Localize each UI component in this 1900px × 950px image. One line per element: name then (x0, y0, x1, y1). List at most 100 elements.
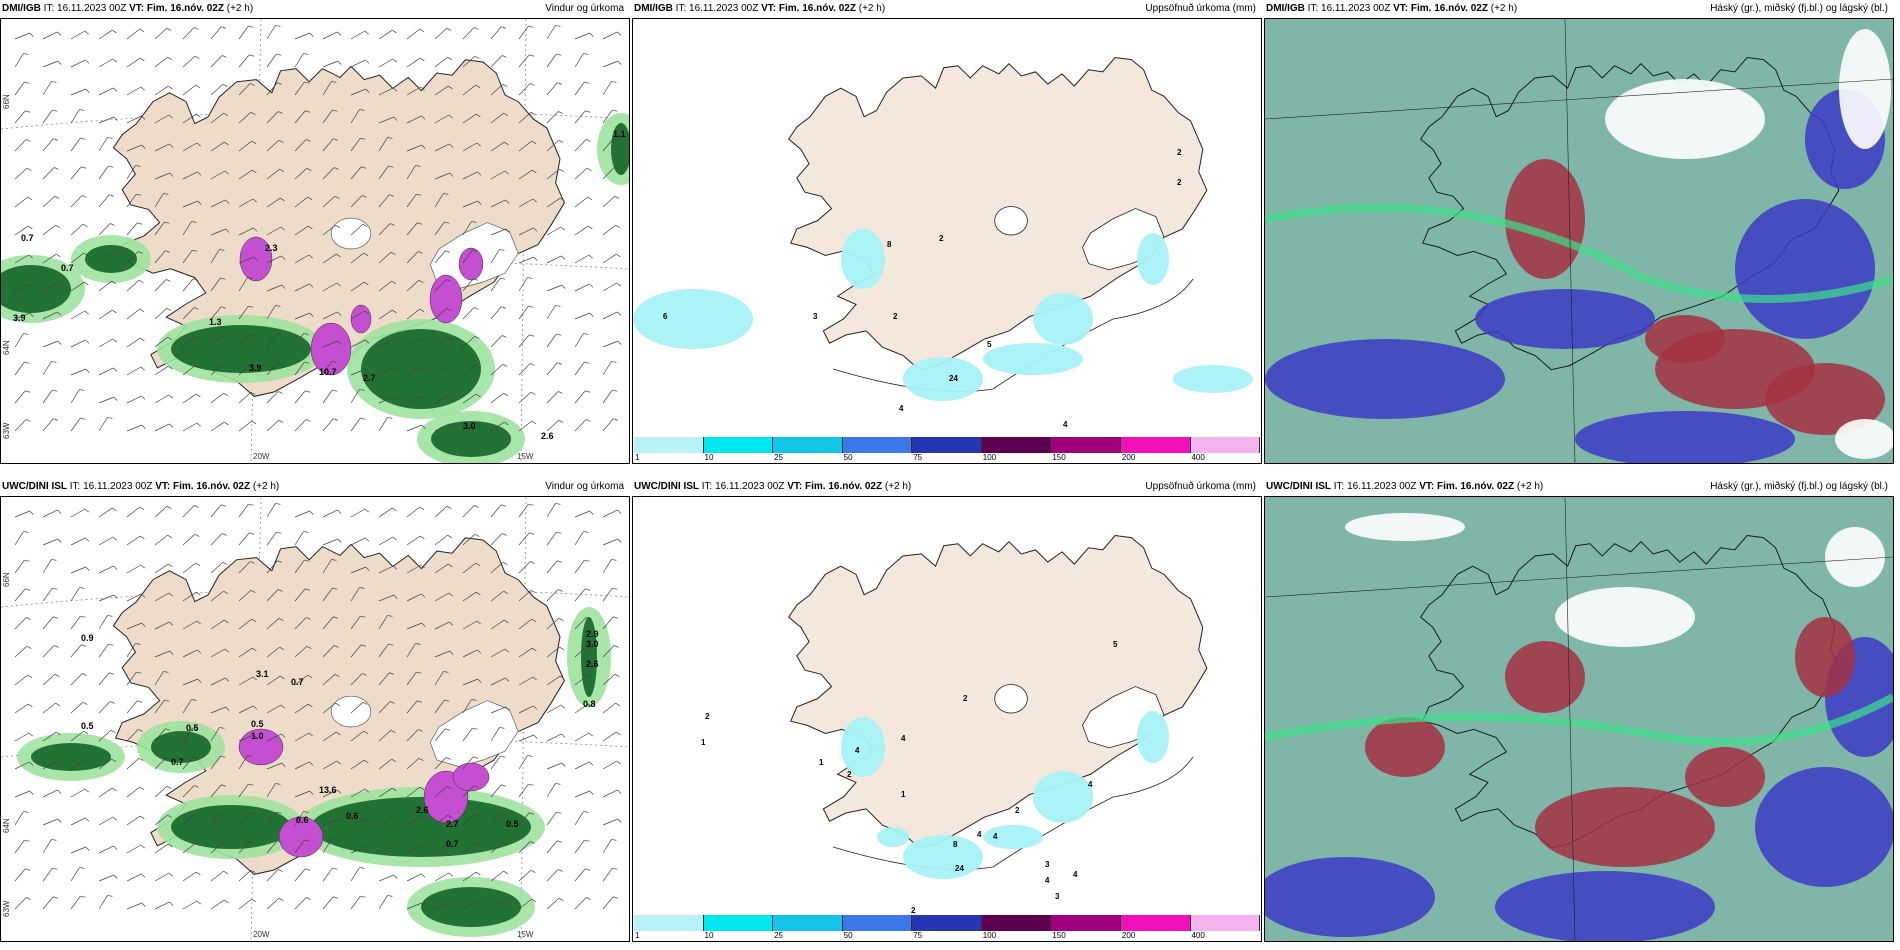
wind-barb (434, 308, 448, 320)
wind-barb (266, 53, 277, 68)
map-frame[interactable]: 6 3 2 8 2 2 2 5 24 4 4 1 10 25 50 75 100 150 200 400 (632, 18, 1262, 464)
wind-barb-flag (559, 168, 565, 173)
wind-barb-flag (28, 732, 33, 737)
wind-barb (546, 305, 556, 320)
wind-barb (462, 842, 476, 854)
wind-barb (154, 172, 170, 180)
wind-barb (126, 700, 138, 714)
wind-barb (518, 841, 531, 854)
wind-barb-flag (613, 138, 619, 141)
wind-barb (350, 252, 364, 264)
wind-barb (434, 728, 446, 742)
wind-barb-flag (107, 615, 113, 617)
wind-barb-flag (169, 901, 174, 906)
map-frame[interactable] (1264, 496, 1894, 942)
wind-barb (42, 896, 54, 910)
wind-barb (574, 531, 584, 546)
lon-label: 20W (253, 930, 270, 939)
wind-barb-flag (336, 282, 341, 287)
wind-barb (238, 870, 252, 882)
wind-barb (490, 533, 503, 546)
wind-barb-flag (420, 844, 425, 849)
wind-barb-flag (530, 589, 536, 593)
wind-barb-flag (83, 730, 89, 735)
wind-barb-flag (280, 704, 285, 709)
wind-barb-flag (249, 363, 255, 366)
wind-barb-flag (505, 228, 510, 233)
wind-barb (434, 757, 447, 770)
wind-barb-flag (477, 200, 482, 205)
map-frame[interactable] (1264, 18, 1894, 464)
map-frame[interactable]: 0.7 0.7 3.9 1.3 3.9 2.7 10.7 3.0 2.6 1.1 2.3 66N 64N… (0, 18, 630, 464)
wind-barb-flag (80, 895, 86, 898)
wind-barb-flag (276, 333, 282, 336)
wind-barb (238, 783, 249, 798)
wind-barb-flag (446, 307, 452, 311)
wind-barb (518, 561, 531, 574)
wind-barb-flag (617, 60, 622, 65)
wind-barb-flag (168, 85, 173, 90)
wind-barb-flag (392, 29, 397, 34)
wind-barb-flag (448, 872, 453, 877)
precip-heavy-area (1, 265, 71, 313)
wind-barb (182, 900, 198, 910)
wind-barb (518, 334, 530, 348)
wind-barb-flag (195, 364, 201, 369)
wind-barb (126, 280, 140, 292)
wind-barb-flag (392, 507, 397, 512)
wind-barb-flag (616, 253, 621, 258)
wind-barb (266, 420, 280, 432)
wind-barb (294, 139, 307, 152)
legend-tick-label: 25 (774, 453, 784, 462)
wind-barb (406, 902, 422, 910)
wind-barb-flag (393, 874, 398, 879)
mid-cloud-area (1765, 363, 1885, 435)
wind-barb-flag (365, 59, 370, 64)
wind-barb (126, 535, 141, 546)
wind-barb-flag (84, 759, 89, 764)
wind-barb-flag (57, 60, 62, 65)
legend-tick-label: 10 (704, 453, 714, 462)
lat-label: 64N (2, 818, 11, 833)
legend-tick-label: 400 (1191, 453, 1205, 462)
wind-barb-flag (192, 727, 198, 730)
wind-barb-flag (51, 361, 57, 363)
map-frame[interactable]: 0.9 0.5 0.5 0.7 0.5 1.0 3.1 0.7 13.6 0.6 0.6 2.6 2.7… (0, 496, 630, 942)
lat-line (1, 588, 629, 608)
wind-barb (182, 727, 193, 742)
wind-barb (462, 620, 478, 630)
wind-barb (546, 420, 560, 432)
wind-barb-flag (195, 84, 201, 89)
wind-barb-flag (556, 333, 562, 336)
wind-barb (266, 140, 280, 152)
wind-barb-flag (221, 533, 227, 536)
precip-value-label: 0.7 (446, 839, 459, 849)
wind-barb-flag (365, 846, 370, 851)
wind-barb (574, 510, 590, 518)
wind-barb (294, 646, 308, 658)
wind-barb-flag (584, 839, 590, 842)
wind-barb-flag (191, 699, 197, 701)
wind-barb (546, 362, 558, 376)
wind-barb-flag (82, 701, 88, 705)
wind-barb (266, 733, 282, 742)
wind-barb-flag (387, 895, 393, 897)
wind-barb-flag (614, 673, 620, 677)
wind-barb (182, 842, 196, 854)
wind-barb (154, 279, 167, 292)
wind-barb-flag (558, 419, 564, 423)
wind-barb-flag (84, 310, 89, 315)
wind-barb-flag (224, 421, 229, 426)
wind-barb-flag (589, 283, 594, 288)
wind-barb-flag (588, 732, 593, 737)
wind-barb-flag (279, 168, 285, 173)
wind-barb (210, 677, 226, 686)
precip-intense-area (458, 247, 484, 281)
map-frame[interactable]: 1 2 4 4 2 1 1 2 8 4 4 24 2 3 3 4 2 4 4 5 1 10 25 50 75 100 150 200… (632, 496, 1262, 942)
wind-barb (42, 538, 58, 546)
wind-barb (518, 25, 529, 40)
wind-barb-flag (612, 867, 618, 870)
wind-barb-flag (280, 197, 285, 202)
wind-barb-flag (393, 116, 398, 121)
wind-barb (182, 785, 195, 798)
